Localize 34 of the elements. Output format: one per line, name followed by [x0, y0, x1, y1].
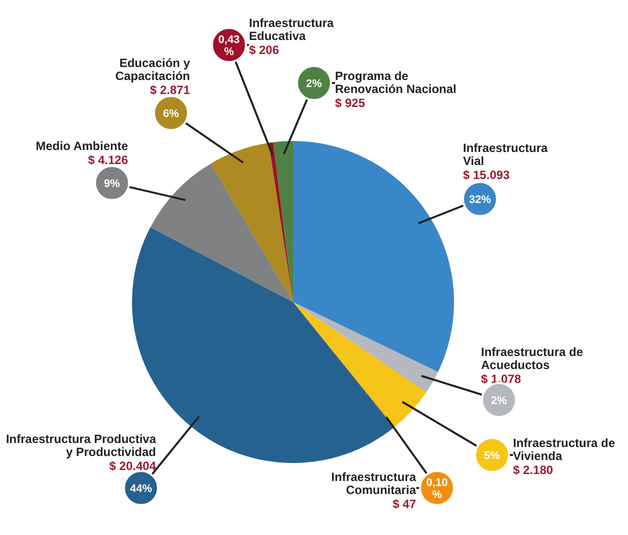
text: 2% [306, 78, 322, 90]
slice-label: Infraestructura Vial [463, 141, 548, 168]
pie-slice [273, 141, 293, 302]
slice-label: Infraestructura Productiva y Productividad [6, 432, 156, 459]
text: 0,10 % [426, 477, 448, 501]
data-label: $ 2.180 [513, 463, 554, 477]
text: 6% [163, 108, 179, 120]
data-label: $ 206 [249, 43, 280, 57]
slice-label: Infraestructura de Vivienda [513, 436, 616, 463]
data-label: $ 1.078 [481, 372, 522, 386]
slice-label: Medio Ambiente [36, 139, 128, 153]
data-label: $ 15.093 [463, 168, 510, 182]
text: 32% [468, 194, 492, 206]
data-label: $ 4.126 [88, 153, 128, 167]
text: 5% [484, 450, 500, 462]
slice-label: Infraestructura Comunitaria [331, 470, 416, 497]
text: 44% [130, 483, 152, 495]
text: 2% [491, 395, 507, 407]
slice-label: Educación y Capacitación [115, 56, 190, 83]
slice-label: Programa de Renovación Nacional [335, 69, 456, 96]
data-label: $ 47 [392, 497, 416, 511]
pie-slice [268, 142, 293, 302]
pie-slice [293, 141, 454, 372]
pie-slice [150, 164, 293, 302]
pie-slice [293, 302, 426, 427]
data-label: $ 925 [335, 96, 366, 110]
slice-label: Infraestructura Educativa [249, 16, 334, 43]
text: 9% [104, 178, 120, 190]
pie-slice [210, 142, 293, 302]
data-label: $ 20.404 [109, 459, 156, 473]
data-label: $ 2.871 [150, 83, 190, 97]
pie-slice [293, 302, 438, 392]
text: 0,43 % [218, 34, 240, 58]
slice-label: Infraestructura de Acueductos [481, 345, 584, 372]
